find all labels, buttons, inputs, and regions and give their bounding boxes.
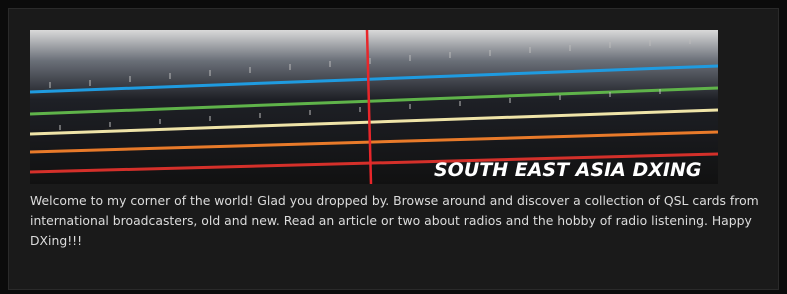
header-description: Welcome to my corner of the world! Glad … [30,191,770,251]
page: SOUTH EAST ASIA DXING Welcome to my corn… [0,0,787,294]
header-title: SOUTH EAST ASIA DXING [434,159,701,181]
header-banner[interactable]: SOUTH EAST ASIA DXING [30,30,718,184]
